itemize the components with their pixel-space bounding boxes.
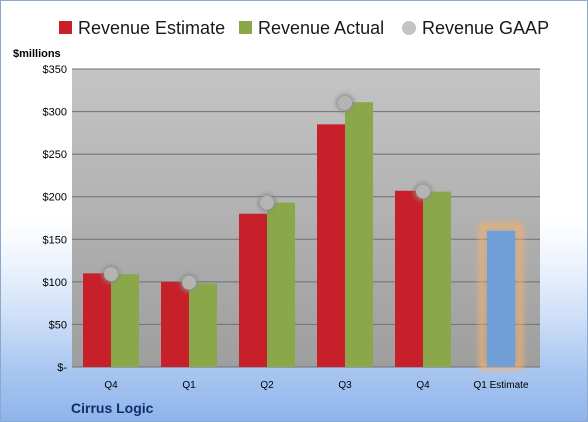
x-tick-label: Q4 (416, 380, 430, 391)
legend-swatch-estimate (59, 21, 72, 34)
x-tick-label: Q1 Estimate (473, 380, 528, 391)
y-tick-label: $300 (43, 107, 67, 119)
x-tick-label: Q3 (338, 380, 352, 391)
legend-marker-gaap (402, 21, 416, 35)
y-axis-unit-label: $millions (13, 48, 61, 60)
y-tick-label: $100 (43, 277, 67, 289)
bar-revenue-estimate (239, 213, 267, 367)
bar-revenue-actual (111, 274, 139, 367)
x-tick-label: Q4 (104, 380, 118, 391)
x-tick-label: Q2 (260, 380, 274, 391)
legend: Revenue Estimate Revenue Actual Revenue … (59, 18, 549, 38)
bars (83, 102, 523, 370)
bar-revenue-estimate (395, 190, 423, 367)
bar-revenue-actual (189, 283, 217, 367)
bar-revenue-estimate (83, 273, 111, 367)
legend-swatch-actual (239, 21, 252, 34)
marker-revenue-gaap (104, 267, 118, 282)
bar-revenue-forecast (487, 230, 515, 367)
marker-revenue-gaap (338, 96, 352, 111)
bar-revenue-actual (267, 202, 295, 367)
gridlines (72, 68, 540, 368)
bar-revenue-estimate (161, 281, 189, 367)
y-tick-label: $350 (43, 64, 67, 76)
company-name: Cirrus Logic (71, 400, 154, 416)
y-tick-label: $- (57, 362, 67, 374)
marker-revenue-gaap (260, 195, 274, 210)
legend-label-estimate: Revenue Estimate (78, 18, 225, 38)
y-tick-label: $150 (43, 234, 67, 246)
legend-label-gaap: Revenue GAAP (422, 18, 549, 38)
x-tick-label: Q1 (182, 380, 196, 391)
plot-area (72, 69, 540, 367)
y-tick-label: $50 (49, 319, 67, 331)
x-axis: Q4 Q1 Q2 Q3 Q4 Q1 Estimate (104, 380, 529, 391)
bar-revenue-estimate (317, 124, 345, 367)
bar-revenue-actual (423, 191, 451, 367)
gaap-markers (102, 94, 432, 292)
y-axis: $- $50 $100 $150 $200 $250 $300 $350 (43, 64, 68, 374)
bar-revenue-actual (345, 102, 373, 367)
y-tick-label: $200 (43, 192, 67, 204)
legend-label-actual: Revenue Actual (258, 18, 384, 38)
marker-revenue-gaap (182, 275, 196, 290)
marker-revenue-gaap (416, 184, 430, 199)
y-tick-label: $250 (43, 149, 67, 161)
